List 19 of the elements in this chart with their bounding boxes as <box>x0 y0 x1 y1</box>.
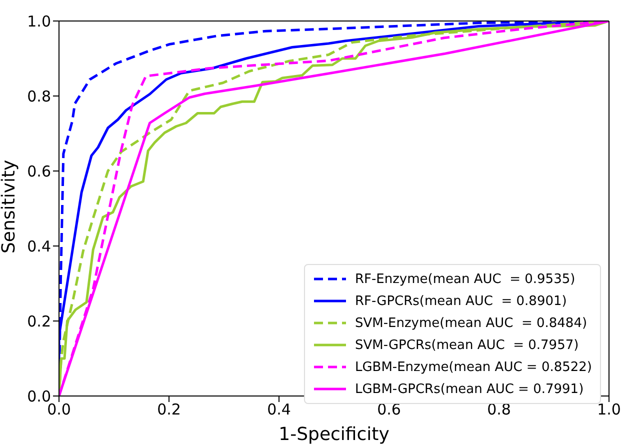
x-tick-label: 0.0 <box>47 400 71 419</box>
x-tick-label: 0.6 <box>377 400 401 419</box>
legend-label: RF-GPCRs(mean AUC = 0.8901) <box>354 294 567 308</box>
y-tick-label: 0.6 <box>27 162 51 180</box>
x-tick-label: 0.8 <box>487 400 511 419</box>
x-axis-title: 1-Specificity <box>278 424 390 445</box>
y-tick-label: 0.2 <box>27 312 51 330</box>
legend-label: SVM-Enzyme(mean AUC = 0.8484) <box>354 316 588 330</box>
x-tick-label: 0.2 <box>157 400 181 419</box>
y-tick-label: 0.4 <box>27 237 51 256</box>
legend-label: LGBM-GPCRs(mean AUC = 0.7991) <box>354 382 584 396</box>
legend-label: RF-Enzyme(mean AUC = 0.9535) <box>354 272 576 286</box>
x-tick-label: 0.4 <box>267 400 291 419</box>
legend-label: LGBM-Enzyme(mean AUC = 0.8522) <box>354 360 592 374</box>
y-axis-title: Sensitivity <box>0 159 20 254</box>
y-tick-label: 0.8 <box>27 87 51 106</box>
legend-label: SVM-GPCRs(mean AUC = 0.7957) <box>354 338 579 352</box>
y-tick-label: 1.0 <box>27 12 51 30</box>
x-tick-label: 1.0 <box>597 400 621 419</box>
